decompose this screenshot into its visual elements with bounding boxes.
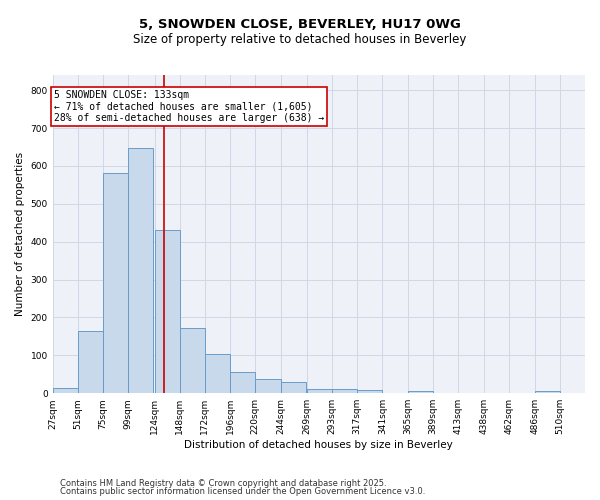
Text: Size of property relative to detached houses in Beverley: Size of property relative to detached ho… [133, 32, 467, 46]
Bar [53, 388, 78, 393]
Bar [230, 372, 256, 393]
Text: 5 SNOWDEN CLOSE: 133sqm
← 71% of detached houses are smaller (1,605)
28% of semi: 5 SNOWDEN CLOSE: 133sqm ← 71% of detache… [54, 90, 324, 124]
Text: Contains public sector information licensed under the Open Government Licence v3: Contains public sector information licen… [60, 487, 425, 496]
Y-axis label: Number of detached properties: Number of detached properties [15, 152, 25, 316]
Bar [155, 230, 180, 393]
Text: 5, SNOWDEN CLOSE, BEVERLEY, HU17 0WG: 5, SNOWDEN CLOSE, BEVERLEY, HU17 0WG [139, 18, 461, 30]
Bar [180, 328, 205, 393]
Text: Contains HM Land Registry data © Crown copyright and database right 2025.: Contains HM Land Registry data © Crown c… [60, 478, 386, 488]
Bar [128, 148, 154, 393]
Bar [78, 330, 103, 393]
Bar [256, 379, 281, 393]
Bar [535, 391, 560, 393]
Bar [205, 354, 230, 393]
Bar [103, 174, 128, 393]
Bar [407, 390, 433, 393]
Bar [281, 382, 306, 393]
Bar [332, 390, 357, 393]
Bar [307, 388, 332, 393]
Bar [357, 390, 382, 393]
X-axis label: Distribution of detached houses by size in Beverley: Distribution of detached houses by size … [184, 440, 453, 450]
